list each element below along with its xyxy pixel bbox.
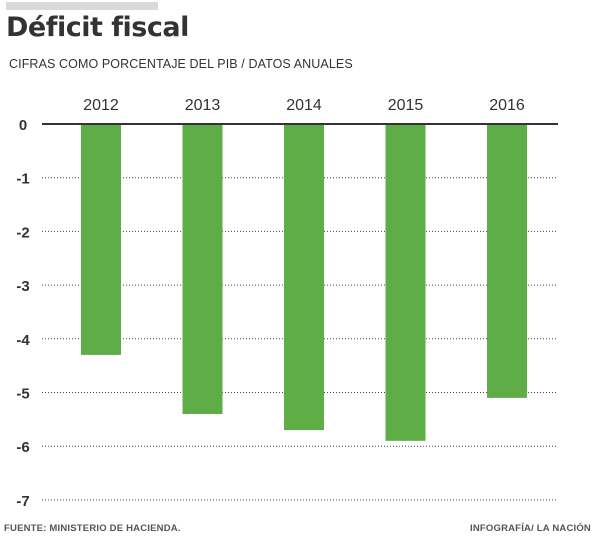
y-tick-label-2: -2: [16, 224, 29, 241]
bar-2016: [487, 124, 527, 398]
bar-2012: [81, 124, 121, 355]
bar-2015: [385, 124, 426, 441]
top-decoration-bar: [6, 2, 158, 10]
y-tick-label-3: -3: [16, 278, 29, 295]
y-tick-label-4: -4: [16, 332, 30, 349]
y-tick-label-7: -7: [16, 493, 29, 510]
x-tick-label-2016: 2016: [489, 97, 525, 114]
x-tick-label-2015: 2015: [388, 97, 424, 114]
credit-note: INFOGRAFÍA/ LA NACIÓN: [469, 523, 591, 534]
bar-2013: [182, 124, 223, 414]
chart-title: Déficit fiscal: [6, 12, 189, 43]
y-tick-label-5: -5: [16, 386, 29, 403]
source-note: FUENTE: MINISTERIO DE HACIENDA.: [4, 523, 181, 534]
y-tick-label-0: 0: [19, 117, 27, 134]
y-tick-label-6: -6: [16, 439, 29, 456]
y-tick-label-1: -1: [16, 171, 29, 188]
x-tick-label-2013: 2013: [185, 97, 221, 114]
bar-2014: [284, 124, 324, 431]
x-tick-label-2012: 2012: [83, 97, 119, 114]
bar-chart: 0 -1 -2 -3 -4 -5 -6 -7 2012 2013 2014 2015 2016: [16, 97, 558, 510]
x-tick-label-2014: 2014: [286, 97, 322, 114]
chart-subtitle: CIFRAS COMO PORCENTAJE DEL PIB / DATOS A…: [9, 57, 353, 71]
